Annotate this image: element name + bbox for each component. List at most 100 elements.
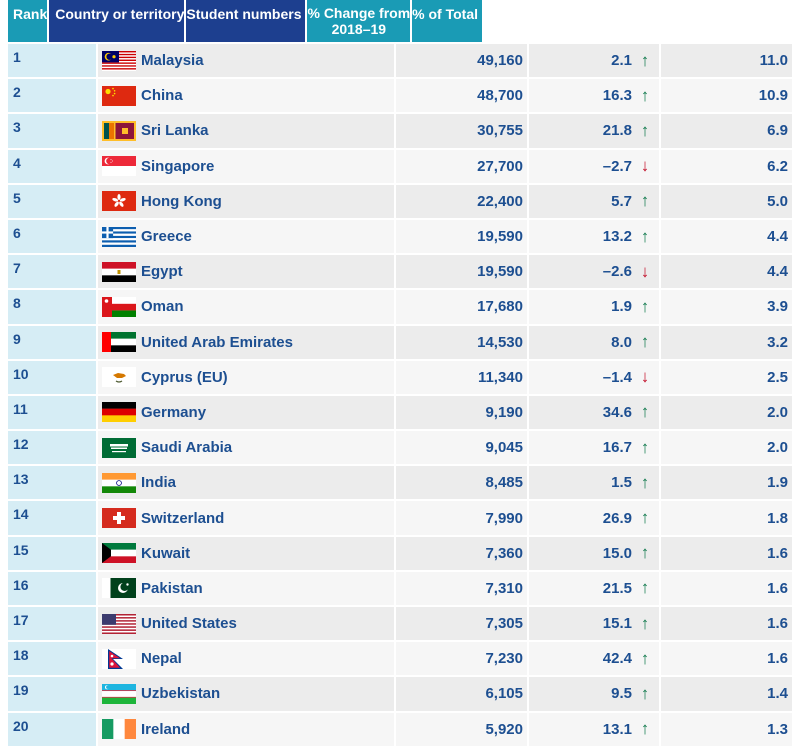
header-country: Country or territory	[49, 0, 187, 44]
rank-cell: 12	[8, 431, 98, 467]
arrow-up-icon: ↑	[640, 648, 650, 668]
change-value: 15.1	[602, 615, 632, 633]
student-numbers-cell: 9,190	[396, 395, 529, 432]
rank-cell: 16	[8, 571, 98, 607]
rank-cell: 2	[8, 79, 98, 115]
change-cell: 21.8 ↑	[529, 114, 661, 150]
arrow-up-icon: ↑	[640, 437, 650, 457]
country-name: Pakistan	[141, 579, 203, 597]
table-row: 13 India 8,485 1.5 ↑ 1.9	[8, 466, 792, 502]
rank-cell: 17	[8, 607, 98, 643]
country-cell: United Arab Emirates	[98, 325, 396, 361]
country-cell: India	[98, 466, 396, 502]
table-row: 20 Ireland 5,920 13.1 ↑ 1.3	[8, 712, 792, 748]
arrow-down-icon: ↓	[640, 156, 650, 176]
arrow-down-icon: ↓	[640, 261, 650, 281]
header-rank: Rank	[8, 0, 50, 44]
student-numbers-table: Rank Country or territory Student number…	[8, 0, 792, 748]
student-numbers-cell: 7,990	[396, 501, 529, 537]
change-value: 1.9	[611, 298, 632, 316]
student-numbers-cell: 7,230	[396, 642, 529, 678]
change-value: –2.6	[602, 263, 632, 281]
arrow-up-icon: ↑	[640, 508, 650, 528]
student-numbers-cell: 8,485	[396, 466, 529, 502]
pct-total-cell: 3.2	[661, 325, 792, 361]
table-row: 1 Malaysia 49,160 2.1 ↑ 11.0	[8, 44, 792, 80]
country-cell: Switzerland	[98, 501, 396, 537]
country-name: Switzerland	[141, 509, 225, 527]
country-name: United Arab Emirates	[141, 333, 293, 351]
pakistan-flag-icon	[102, 578, 136, 599]
header-change-line2: 2018–19	[331, 21, 387, 37]
student-numbers-cell: 49,160	[396, 44, 529, 80]
country-name: Egypt	[141, 263, 183, 281]
table-row: 11 Germany 9,190 34.6 ↑ 2.0	[8, 395, 792, 432]
nepal-flag-icon	[102, 648, 136, 669]
change-cell: 42.4 ↑	[529, 642, 661, 678]
country-name: China	[141, 87, 183, 105]
header-change-line1: % Change from	[307, 5, 411, 21]
country-name: Uzbekistan	[141, 685, 221, 703]
change-cell: 21.5 ↑	[529, 571, 661, 607]
table-row: 15 Kuwait 7,360 15.0 ↑ 1.6	[8, 536, 792, 572]
pct-total-cell: 11.0	[661, 44, 792, 80]
country-cell: Uzbekistan	[98, 677, 396, 713]
table-row: 14 Switzerland 7,990 26.9 ↑ 1.8	[8, 501, 792, 537]
pct-total-cell: 4.4	[661, 219, 792, 256]
student-numbers-cell: 11,340	[396, 360, 529, 396]
pct-total-cell: 1.4	[661, 677, 792, 713]
change-cell: 5.7 ↑	[529, 184, 661, 220]
change-cell: 9.5 ↑	[529, 677, 661, 713]
rank-cell: 20	[8, 712, 98, 748]
pct-total-cell: 2.0	[661, 395, 792, 432]
country-cell: Hong Kong	[98, 184, 396, 220]
change-value: –1.4	[602, 368, 632, 386]
table-row: 16 Pakistan 7,310 21.5 ↑ 1.6	[8, 571, 792, 607]
change-value: 13.1	[602, 720, 632, 738]
arrow-up-icon: ↑	[640, 543, 650, 563]
country-name: Malaysia	[141, 52, 204, 70]
student-numbers-cell: 19,590	[396, 219, 529, 256]
rank-cell: 18	[8, 642, 98, 678]
pct-total-cell: 6.2	[661, 149, 792, 185]
student-numbers-cell: 48,700	[396, 79, 529, 115]
change-cell: 2.1 ↑	[529, 44, 661, 80]
change-value: 2.1	[611, 52, 632, 70]
table-row: 6 Greece 19,590 13.2 ↑ 4.4	[8, 219, 792, 256]
country-cell: United States	[98, 607, 396, 643]
country-cell: Ireland	[98, 712, 396, 748]
change-cell: 15.0 ↑	[529, 536, 661, 572]
greece-flag-icon	[102, 226, 136, 247]
arrow-up-icon: ↑	[640, 578, 650, 598]
student-numbers-cell: 5,920	[396, 712, 529, 748]
oman-flag-icon	[102, 296, 136, 317]
uzbekistan-flag-icon	[102, 683, 136, 704]
country-cell: Malaysia	[98, 44, 396, 80]
table-row: 9 United Arab Emirates 14,530 8.0 ↑ 3.2	[8, 325, 792, 361]
pct-total-cell: 3.9	[661, 290, 792, 326]
rank-cell: 9	[8, 325, 98, 361]
change-cell: 15.1 ↑	[529, 607, 661, 643]
germany-flag-icon	[102, 402, 136, 423]
rank-cell: 5	[8, 184, 98, 220]
country-name: Sri Lanka	[141, 122, 209, 140]
pct-total-cell: 1.3	[661, 712, 792, 748]
malaysia-flag-icon	[102, 50, 136, 71]
arrow-down-icon: ↓	[640, 367, 650, 387]
country-name: India	[141, 474, 177, 492]
change-cell: 13.2 ↑	[529, 219, 661, 256]
student-numbers-cell: 6,105	[396, 677, 529, 713]
table-header-row: Rank Country or territory Student number…	[8, 0, 792, 44]
table-row: 3 Sri Lanka 30,755 21.8 ↑ 6.9	[8, 114, 792, 150]
arrow-up-icon: ↑	[640, 332, 650, 352]
change-value: 21.5	[602, 579, 632, 597]
change-value: –2.7	[602, 157, 632, 175]
country-name: Saudi Arabia	[141, 439, 233, 457]
student-numbers-cell: 30,755	[396, 114, 529, 150]
sri-lanka-flag-icon	[102, 120, 136, 141]
rank-cell: 10	[8, 360, 98, 396]
arrow-up-icon: ↑	[640, 296, 650, 316]
india-flag-icon	[102, 472, 136, 493]
table-row: 7 Egypt 19,590 –2.6 ↓ 4.4	[8, 255, 792, 291]
country-name: Ireland	[141, 720, 191, 738]
